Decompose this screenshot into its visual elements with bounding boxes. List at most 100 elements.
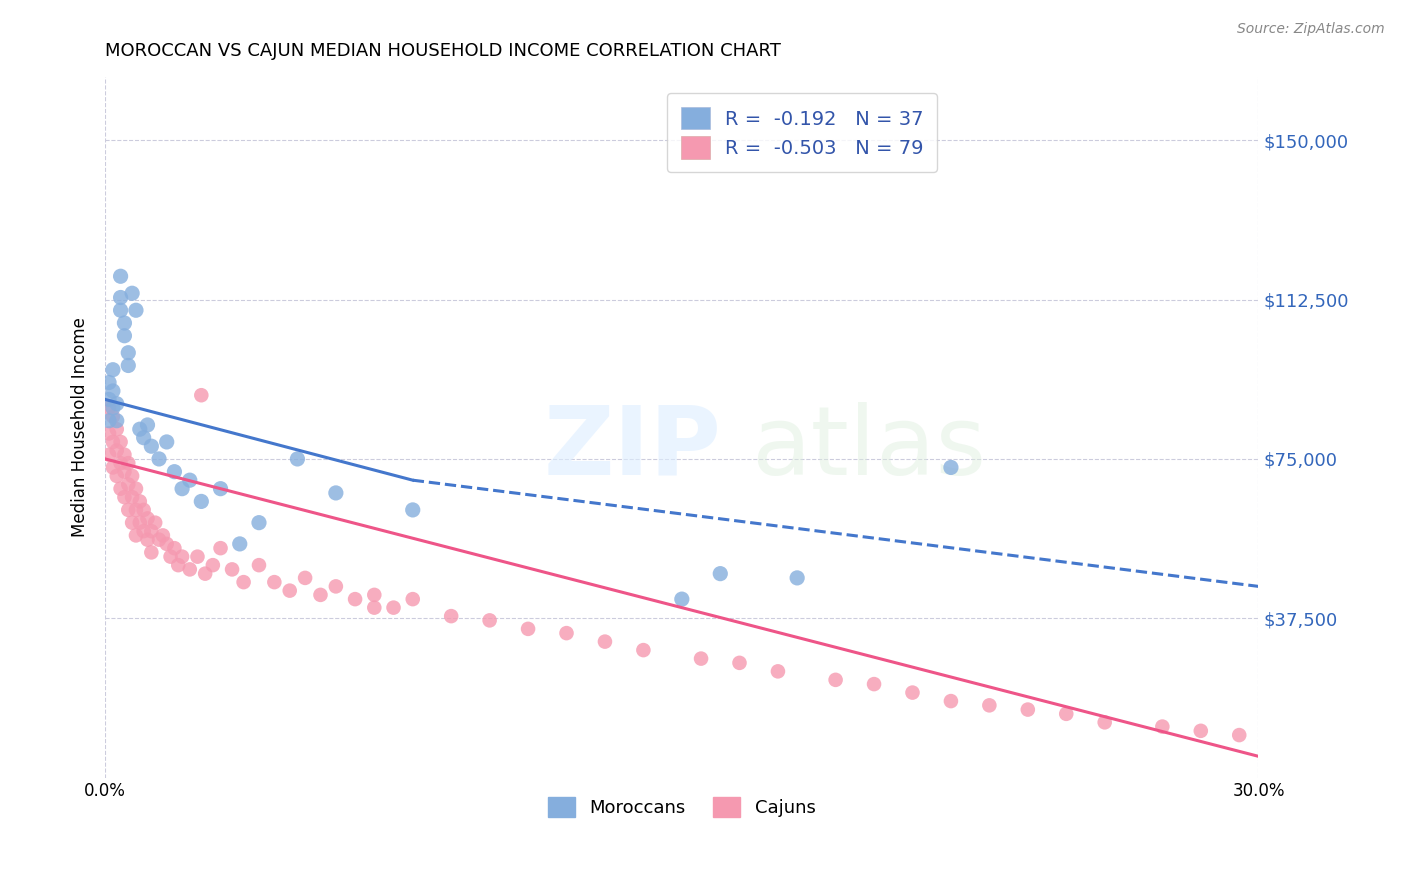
Legend: Moroccans, Cajuns: Moroccans, Cajuns (541, 789, 823, 824)
Point (766, 665, 789, 679)
Text: atlas: atlas (751, 401, 986, 494)
Point (128, 494, 150, 508)
Point (132, 524, 155, 538)
Point (671, 592, 693, 607)
Point (101, 460, 124, 475)
Point (278, 583, 301, 598)
Point (98, 448, 121, 462)
Point (229, 537, 252, 551)
Point (110, 456, 132, 470)
Point (1054, 706, 1077, 721)
Point (247, 516, 270, 530)
Point (179, 473, 201, 487)
Point (105, 397, 128, 411)
Point (209, 541, 232, 556)
Point (201, 558, 224, 573)
Point (125, 482, 148, 496)
Point (98, 392, 121, 407)
Point (156, 537, 179, 551)
Point (194, 566, 217, 581)
Point (121, 469, 143, 483)
Point (901, 685, 924, 699)
Point (136, 511, 159, 525)
Point (105, 414, 128, 428)
Point (101, 434, 124, 449)
Point (593, 634, 616, 648)
Point (325, 486, 347, 500)
Point (110, 434, 132, 449)
Point (633, 643, 655, 657)
Point (117, 503, 139, 517)
Point (1227, 728, 1250, 742)
Point (136, 533, 159, 547)
Text: ZIP: ZIP (544, 401, 721, 494)
Y-axis label: Median Household Income: Median Household Income (72, 318, 89, 537)
Point (98, 376, 121, 390)
Point (101, 384, 124, 398)
Point (232, 575, 254, 590)
Point (132, 503, 155, 517)
Point (190, 388, 212, 402)
Point (125, 503, 148, 517)
Point (163, 541, 186, 556)
Point (148, 533, 170, 547)
Point (1017, 703, 1039, 717)
Point (110, 303, 132, 318)
Point (125, 303, 148, 318)
Point (121, 286, 143, 301)
Point (440, 609, 463, 624)
Point (98, 414, 121, 428)
Point (294, 571, 316, 585)
Point (402, 503, 425, 517)
Point (167, 558, 190, 573)
Point (114, 328, 136, 343)
Point (141, 524, 163, 538)
Point (121, 490, 143, 504)
Point (979, 698, 1001, 713)
Point (1189, 723, 1212, 738)
Point (98, 401, 121, 415)
Point (128, 516, 150, 530)
Point (939, 460, 962, 475)
Point (125, 528, 148, 542)
Point (143, 516, 166, 530)
Point (1094, 715, 1116, 730)
Point (186, 549, 208, 564)
Point (141, 545, 163, 559)
Point (555, 626, 578, 640)
Point (110, 269, 132, 284)
Point (117, 345, 139, 359)
Point (690, 651, 713, 665)
Point (221, 562, 243, 576)
Text: MOROCCAN VS CAJUN MEDIAN HOUSEHOLD INCOME CORRELATION CHART: MOROCCAN VS CAJUN MEDIAN HOUSEHOLD INCOM… (105, 42, 782, 60)
Point (728, 656, 751, 670)
Point (402, 592, 425, 607)
Point (128, 422, 150, 436)
Point (287, 452, 309, 467)
Point (101, 409, 124, 424)
Point (363, 600, 385, 615)
Point (141, 439, 163, 453)
Point (105, 469, 128, 483)
Point (247, 558, 270, 573)
Point (786, 571, 808, 585)
Point (179, 562, 201, 576)
Point (824, 673, 846, 687)
Point (517, 622, 540, 636)
Point (132, 431, 155, 445)
Point (382, 600, 405, 615)
Point (263, 575, 285, 590)
Point (105, 422, 128, 436)
Point (114, 448, 136, 462)
Point (114, 465, 136, 479)
Point (110, 482, 132, 496)
Point (148, 452, 170, 467)
Point (939, 694, 962, 708)
Text: Source: ZipAtlas.com: Source: ZipAtlas.com (1237, 22, 1385, 37)
Point (117, 359, 139, 373)
Point (363, 588, 385, 602)
Point (709, 566, 731, 581)
Point (309, 588, 332, 602)
Point (190, 494, 212, 508)
Point (98, 426, 121, 441)
